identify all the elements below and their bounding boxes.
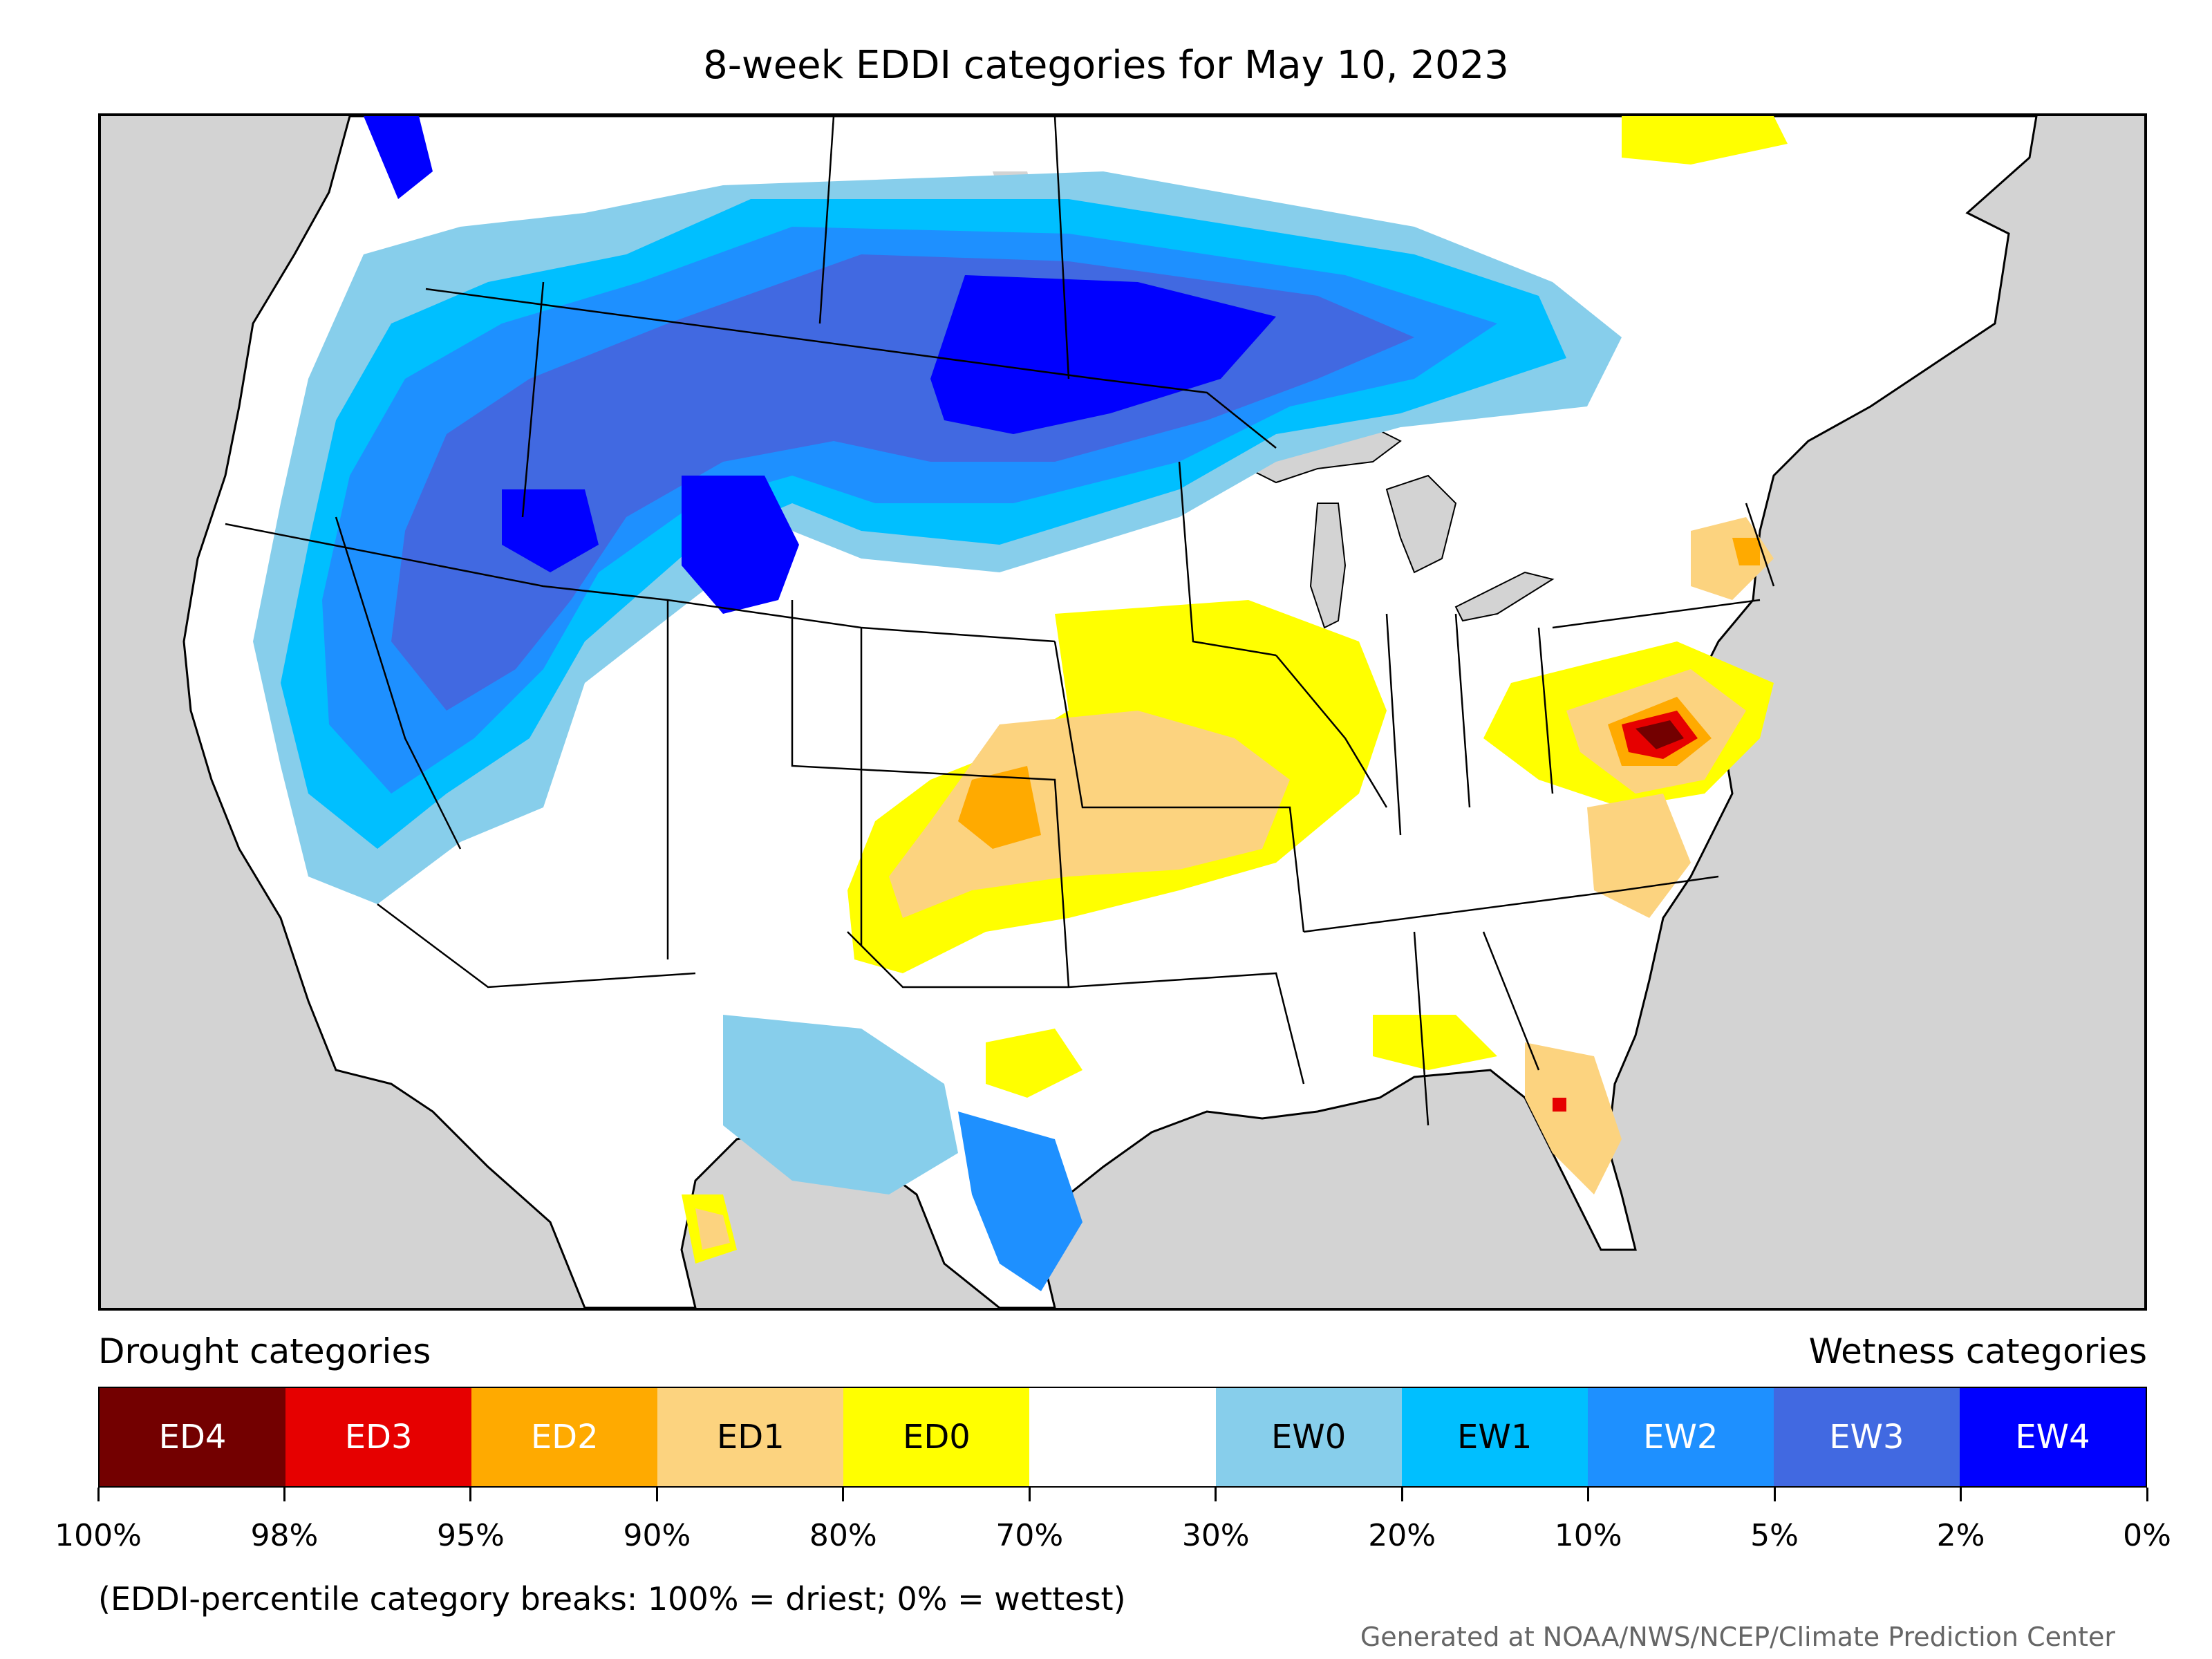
- colorbar-tick: [842, 1488, 845, 1501]
- lake-huron: [1385, 474, 1457, 574]
- colorbar-tick-label: 80%: [809, 1518, 877, 1553]
- colorbar-ticks: 100% 98% 95% 90% 80% 70% 30% 20% 10% 5% 2% 0%: [55, 1488, 2171, 1557]
- colorbar-tick-label: 98%: [250, 1518, 319, 1553]
- colorbar-tick-label: 20%: [1368, 1518, 1436, 1553]
- colorbar-cell-neutral: [1029, 1388, 1216, 1486]
- colorbar-tick: [1028, 1488, 1031, 1501]
- colorbar-tick: [469, 1488, 472, 1501]
- colorbar-cell-ew0: EW0: [1215, 1388, 1402, 1486]
- colorbar-tick-label: 95%: [437, 1518, 505, 1553]
- wetness-regions: [253, 116, 1622, 1291]
- drought-categories-label: Drought categories: [98, 1331, 431, 1371]
- colorbar-tick-label: 30%: [1181, 1518, 1250, 1553]
- colorbar-tick-label: 10%: [1554, 1518, 1622, 1553]
- political-borders: [225, 116, 1775, 1126]
- colorbar-tick: [1215, 1488, 1217, 1501]
- drought-regions: [682, 116, 1788, 1264]
- credit-text: Generated at NOAA/NWS/NCEP/Climate Predi…: [1360, 1622, 2115, 1652]
- colorbar-cell-ew3: EW3: [1773, 1388, 1960, 1486]
- eddi-map: [101, 116, 2144, 1308]
- colorbar-cell-ed0: ED0: [843, 1388, 1030, 1486]
- colorbar-tick-label: 2%: [1936, 1518, 1985, 1553]
- lake-michigan: [1309, 503, 1347, 629]
- colorbar-tick: [283, 1488, 285, 1501]
- colorbar-tick-label: 5%: [1750, 1518, 1799, 1553]
- colorbar-tick: [2146, 1488, 2148, 1501]
- category-colorbar: ED4 ED3 ED2 ED1 ED0 EW0 EW1 EW2 EW3 EW4: [98, 1387, 2147, 1488]
- colorbar-cell-ed4: ED4: [100, 1388, 286, 1486]
- colorbar-tick: [1587, 1488, 1590, 1501]
- map-title: 8-week EDDI categories for May 10, 2023: [703, 43, 1509, 88]
- colorbar-tick-label: 90%: [623, 1518, 691, 1553]
- colorbar-tick: [1773, 1488, 1776, 1501]
- colorbar-tick-label: 100%: [55, 1518, 142, 1553]
- colorbar-tick: [97, 1488, 100, 1501]
- colorbar-cell-ed1: ED1: [657, 1388, 844, 1486]
- colorbar-tick-label: 0%: [2123, 1518, 2171, 1553]
- colorbar-cell-ew2: EW2: [1587, 1388, 1774, 1486]
- wetness-categories-label: Wetness categories: [1808, 1331, 2147, 1371]
- colorbar-cell-ew1: EW1: [1401, 1388, 1588, 1486]
- colorbar-tick: [655, 1488, 658, 1501]
- colorbar-tick: [1960, 1488, 1962, 1501]
- map-panel: [98, 113, 2147, 1311]
- percentile-note: (EDDI-percentile category breaks: 100% =…: [98, 1580, 1126, 1618]
- lake-erie: [1454, 571, 1555, 622]
- colorbar-cell-ed3: ED3: [285, 1388, 472, 1486]
- colorbar-tick: [1400, 1488, 1403, 1501]
- colorbar-cell-ed2: ED2: [471, 1388, 658, 1486]
- colorbar-cell-ew4: EW4: [1959, 1388, 2146, 1486]
- colorbar-tick-label: 70%: [995, 1518, 1064, 1553]
